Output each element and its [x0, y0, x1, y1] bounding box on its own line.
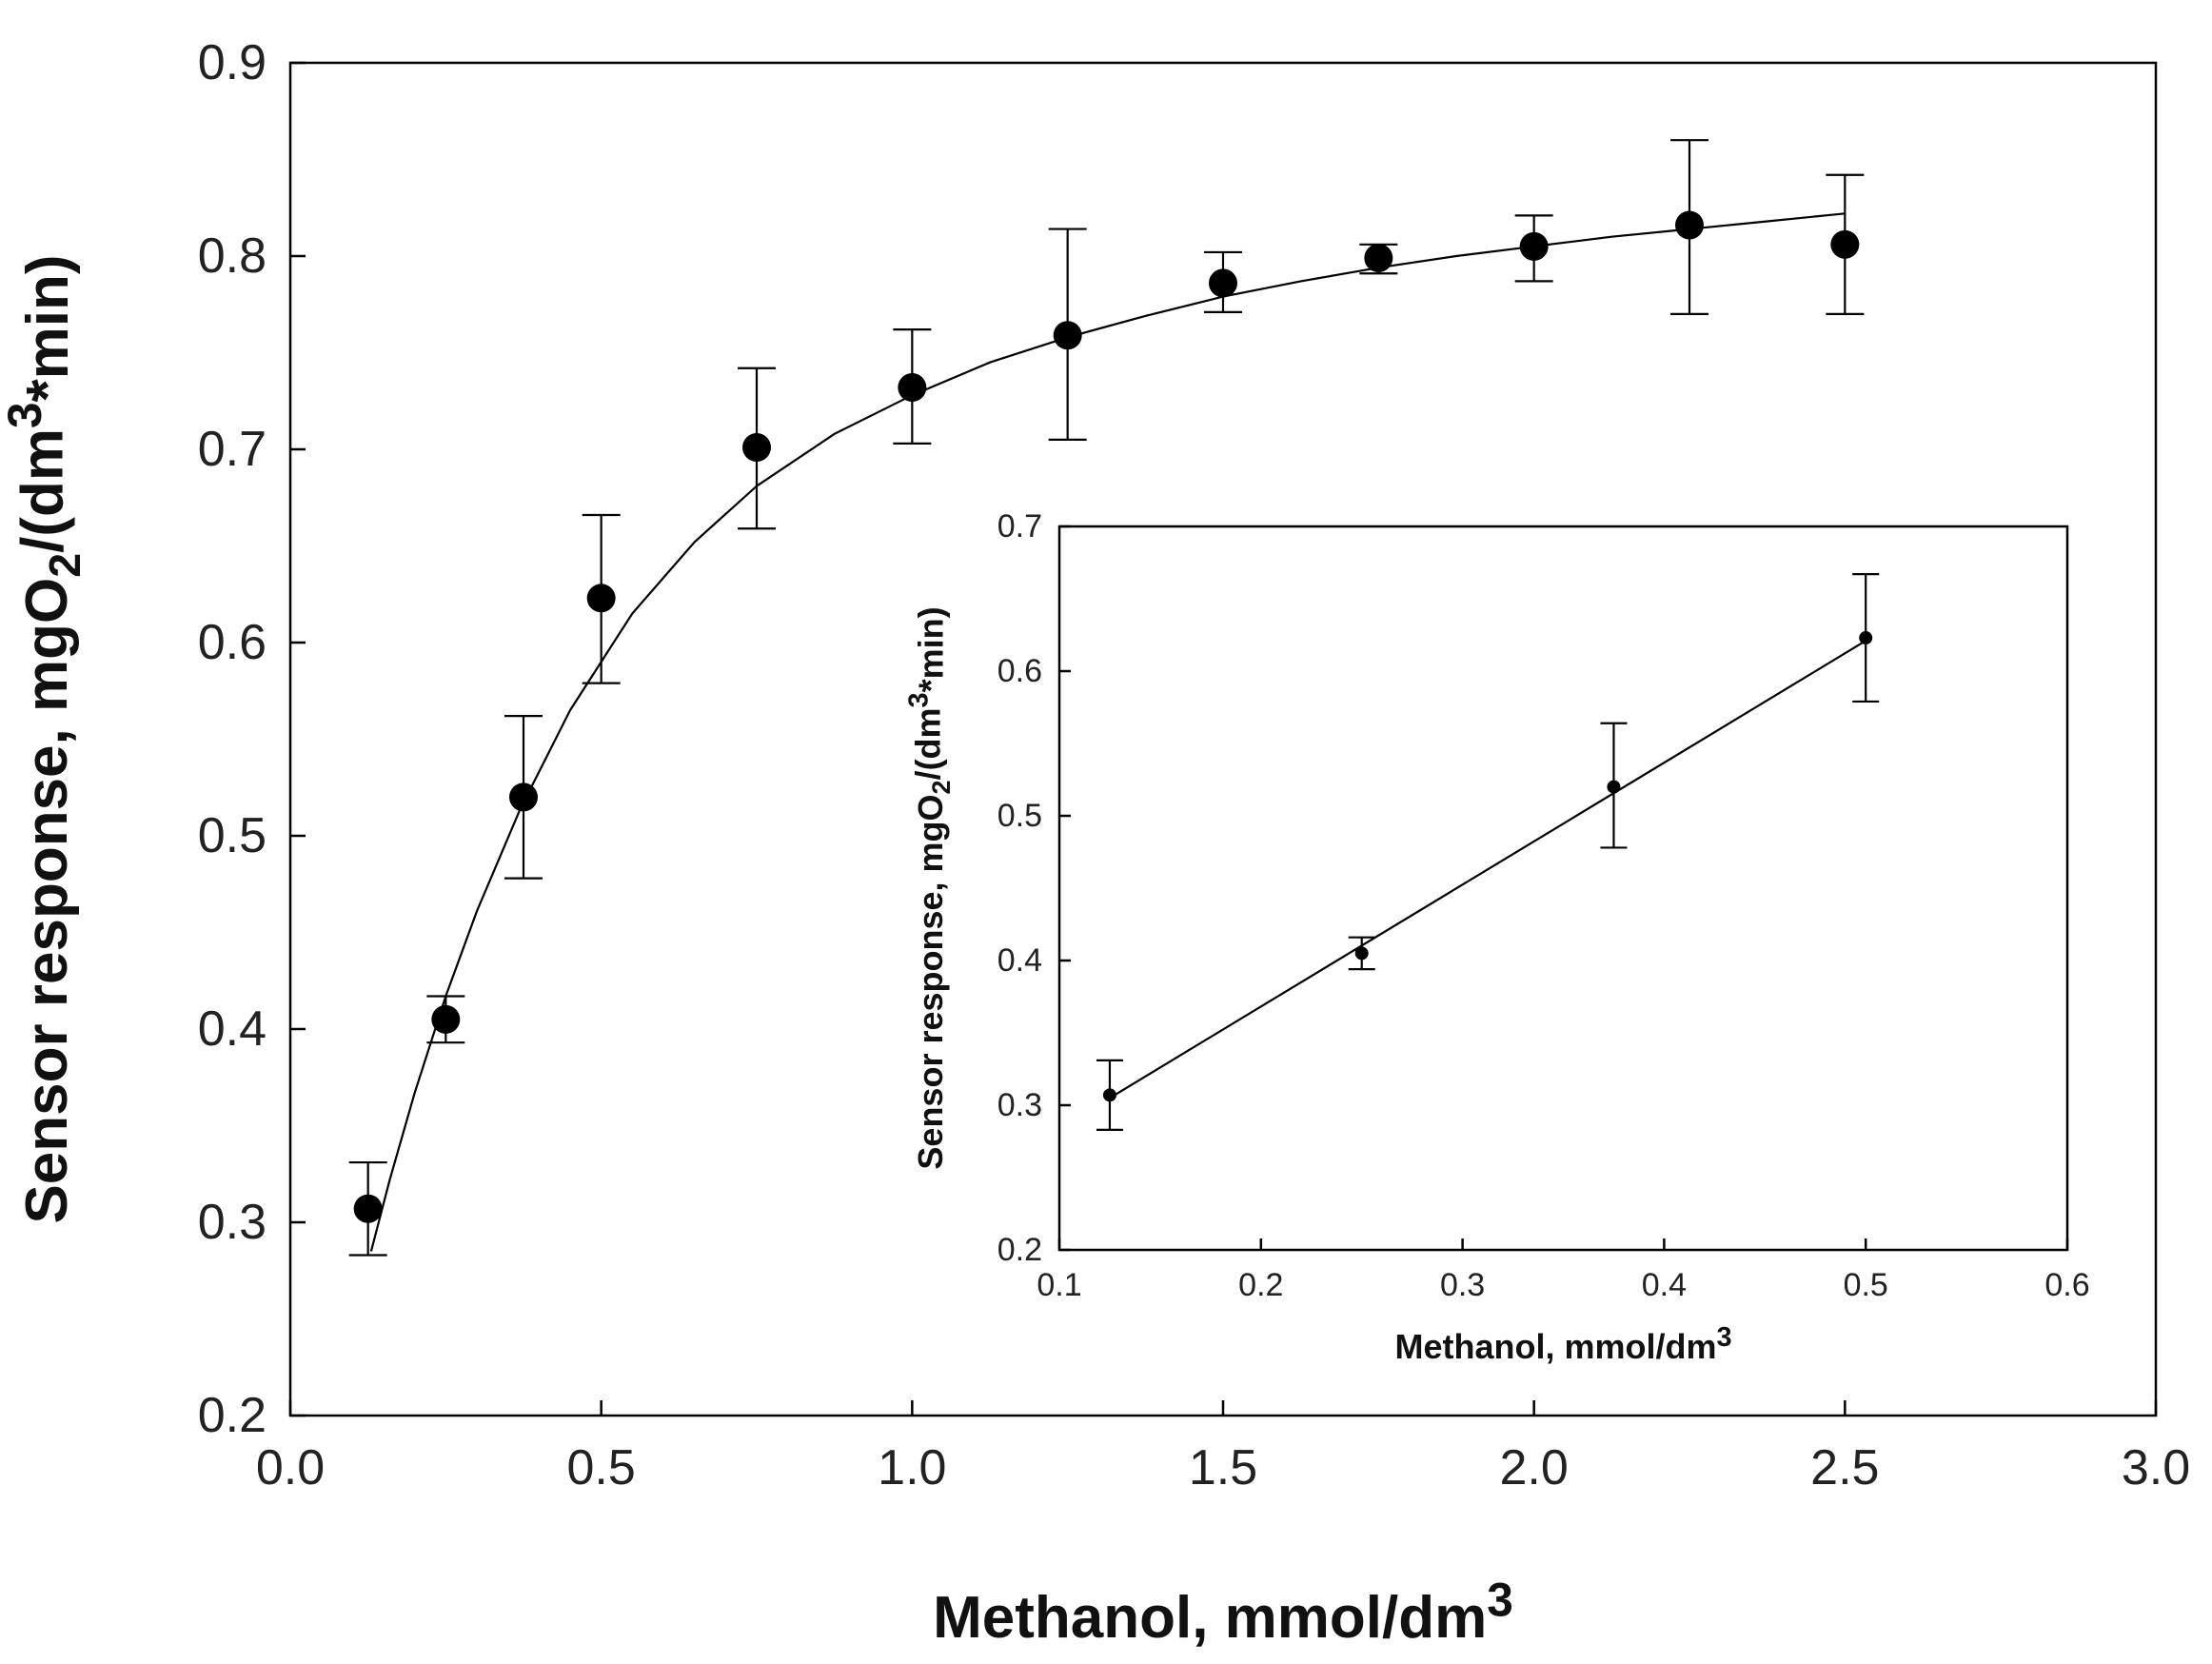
inset-y-tick-label: 0.2	[997, 1232, 1042, 1268]
main-data-point	[742, 432, 771, 462]
inset-plot: 0.1 0.2 0.3 0.4 0.5 0.60.20.30.40.50.60.7Meth…	[903, 508, 2089, 1366]
inset-x-tick-label: 0.3	[1440, 1267, 1485, 1303]
main-y-tick-label: 0.6	[198, 615, 267, 670]
inset-x-tick-label: 0.1	[1037, 1267, 1081, 1303]
main-x-tick-label: 3.0	[2122, 1440, 2190, 1496]
main-y-label-text: /(dm	[10, 428, 75, 553]
inset-y-label-text: Sensor response, mgO	[911, 794, 950, 1169]
main-x-tick-label: 0.0	[256, 1440, 325, 1496]
main-data-point	[898, 373, 927, 403]
main-data-point	[509, 782, 538, 812]
main-y-label-subscript: 2	[40, 553, 89, 578]
inset-x-label-text: Methanol, mmol/dm	[1394, 1327, 1716, 1366]
main-data-point	[431, 1004, 461, 1034]
main-x-label-text: Methanol, mmol/dm	[933, 1585, 1487, 1651]
main-y-tick-label: 0.5	[198, 808, 267, 863]
main-data-point	[353, 1194, 383, 1223]
inset-x-axis-label: Methanol, mmol/dm3	[1394, 1322, 1731, 1366]
inset-x-tick-label: 0.6	[2044, 1267, 2089, 1303]
main-data-point	[1675, 210, 1704, 240]
main-y-tick-label: 0.9	[198, 35, 267, 90]
inset-y-tick-label: 0.4	[997, 942, 1042, 979]
inset-y-label-text: /(dm	[908, 707, 947, 780]
main-y-tick-label: 0.3	[198, 1195, 267, 1250]
main-x-axis-label: Methanol, mmol/dm3	[933, 1574, 1513, 1651]
main-data-point	[1364, 244, 1393, 273]
main-data-point	[1209, 268, 1237, 298]
main-x-tick-label: 2.0	[1500, 1440, 1569, 1496]
inset-data-point	[1354, 946, 1369, 961]
inset-y-tick-label: 0.6	[997, 653, 1042, 689]
inset-y-axis-label: Sensor response, mgO2/(dm3*min)	[903, 606, 956, 1169]
inset-data-point	[1607, 780, 1621, 794]
inset-fit-line	[1109, 640, 1866, 1099]
inset-y-tick-label: 0.5	[997, 798, 1042, 834]
main-y-label-text: *min)	[15, 254, 81, 402]
main-y-axis-label: Sensor response, mgO2/(dm3*min)	[0, 254, 89, 1223]
inset-data-point	[1102, 1088, 1116, 1102]
main-y-tick-label: 0.4	[198, 1001, 267, 1057]
main-y-label-superscript: 3	[0, 402, 51, 428]
inset-y-tick-label: 0.3	[997, 1087, 1042, 1123]
inset-x-tick-label: 0.4	[1642, 1267, 1687, 1303]
main-data-point	[586, 584, 616, 613]
inset-axes-frame	[1057, 525, 2069, 1252]
inset-y-label-text: *min)	[912, 606, 951, 692]
inset-y-label-superscript: 3	[903, 692, 934, 707]
main-data-point	[1830, 229, 1860, 259]
main-data-point	[1519, 231, 1549, 261]
main-x-tick-label: 1.0	[878, 1440, 946, 1496]
main-data-point	[1053, 321, 1082, 350]
main-x-label-superscript: 3	[1487, 1574, 1513, 1627]
main-y-label-text: Sensor response, mgO	[14, 578, 80, 1224]
main-plot: 0.0 0.5 1.0 1.5 2.0 2.5 3.0 0.2 0.3 0.4 0.5 0.6 0.7 0…	[0, 35, 2190, 1651]
inset-y-label-subscript: 2	[927, 780, 956, 794]
inset-background	[1059, 526, 2067, 1250]
inset-x-tick-label: 0.5	[1844, 1267, 1888, 1303]
main-y-tick-label: 0.2	[198, 1388, 267, 1443]
main-y-tick-label: 0.7	[198, 422, 267, 477]
inset-data-point	[1859, 631, 1873, 645]
inset-x-label-superscript: 3	[1717, 1322, 1732, 1353]
main-x-tick-label: 2.5	[1810, 1440, 1879, 1496]
main-x-tick-label: 0.5	[567, 1440, 636, 1496]
inset-y-tick-label: 0.7	[997, 508, 1042, 545]
inset-x-tick-label: 0.2	[1238, 1267, 1283, 1303]
main-y-tick-label: 0.8	[198, 228, 267, 284]
main-x-tick-label: 1.5	[1189, 1440, 1257, 1496]
